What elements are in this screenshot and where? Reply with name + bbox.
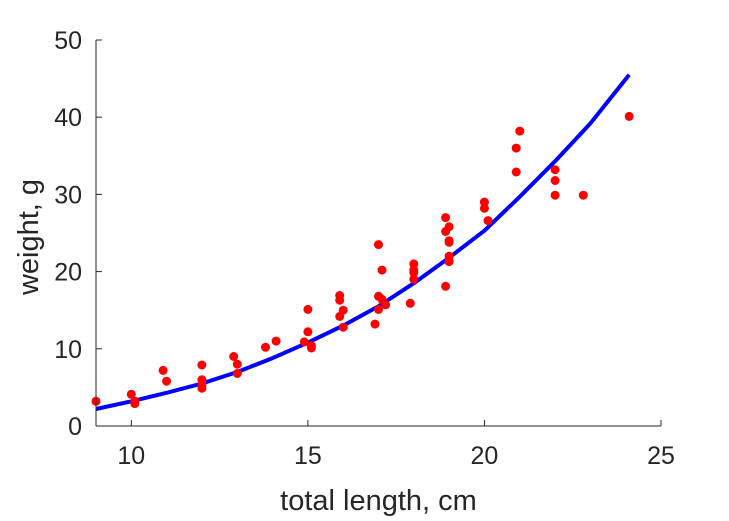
- y-tick-label: 10: [54, 336, 82, 364]
- data-point: [130, 399, 140, 409]
- data-point: [405, 298, 415, 308]
- data-point: [515, 126, 525, 136]
- data-point: [624, 111, 634, 121]
- data-point: [511, 143, 521, 153]
- data-point: [197, 360, 207, 370]
- x-tick-label: 20: [471, 442, 499, 470]
- data-point: [370, 319, 380, 329]
- y-tick-label: 20: [54, 259, 82, 287]
- data-point: [409, 265, 419, 275]
- data-point: [550, 176, 560, 185]
- fit-curve: [95, 73, 631, 411]
- data-point: [306, 343, 316, 353]
- x-tick-label: 10: [117, 442, 145, 470]
- data-point: [162, 376, 172, 386]
- y-axis-label: weight, g: [13, 179, 45, 296]
- y-tick-label: 30: [54, 181, 82, 209]
- data-point: [578, 190, 588, 200]
- y-tick-label: 50: [54, 27, 82, 55]
- data-point: [303, 304, 313, 314]
- data-point: [483, 216, 493, 226]
- x-tick-label: 15: [294, 442, 322, 470]
- data-point: [409, 274, 419, 284]
- data-point: [338, 305, 348, 315]
- data-point: [377, 265, 387, 275]
- x-tick-label: 25: [647, 442, 675, 470]
- data-point: [444, 222, 454, 232]
- data-point: [441, 281, 451, 291]
- data-point: [126, 389, 136, 399]
- y-tick-label: 0: [68, 413, 82, 441]
- data-point: [374, 304, 383, 314]
- y-tick-label: 40: [54, 104, 82, 132]
- data-point: [271, 336, 281, 346]
- data-point: [303, 327, 313, 337]
- data-point: [479, 203, 489, 213]
- axes: 10 15 20 25 0 10 20 30 40 50: [54, 27, 675, 470]
- data-point: [511, 167, 521, 177]
- data-point: [441, 213, 451, 223]
- y-axis-ticks: 0 10 20 30 40 50: [54, 27, 102, 441]
- data-point: [232, 359, 242, 369]
- data-point: [550, 190, 560, 200]
- x-axis-label: total length, cm: [280, 485, 477, 517]
- data-point: [550, 165, 560, 175]
- data-point: [444, 257, 454, 267]
- data-point: [374, 240, 383, 250]
- data-point: [232, 369, 242, 378]
- data-point: [229, 352, 239, 361]
- data-point: [338, 322, 348, 332]
- data-point: [197, 383, 207, 393]
- data-point: [409, 259, 419, 269]
- data-point: [335, 295, 345, 305]
- data-point: [261, 342, 270, 352]
- data-point: [444, 237, 454, 247]
- data-point: [479, 197, 489, 207]
- data-point: [158, 365, 168, 375]
- plot-area: [91, 73, 634, 411]
- data-point: [381, 300, 391, 310]
- x-axis-ticks: 10 15 20 25: [117, 420, 675, 470]
- data-point: [299, 337, 309, 347]
